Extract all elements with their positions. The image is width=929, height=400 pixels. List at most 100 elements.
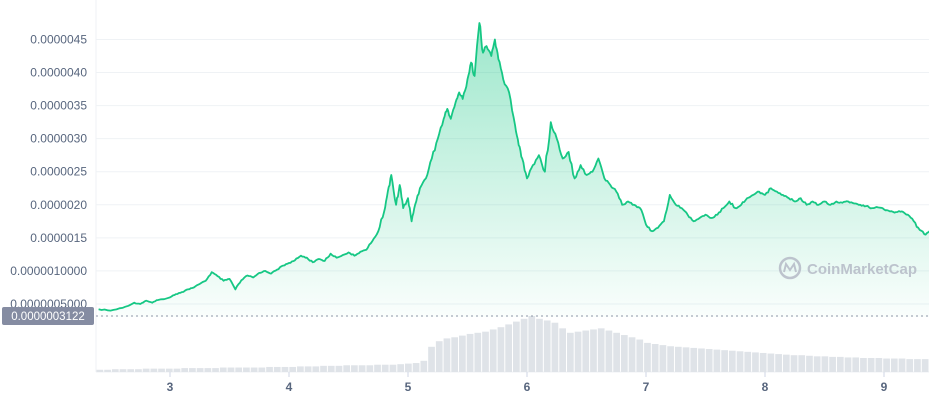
volume-bar: [435, 341, 443, 372]
volume-bar: [883, 358, 890, 372]
volume-bar: [312, 366, 320, 372]
volume-bar: [698, 348, 705, 372]
x-tick-label: 5: [405, 380, 412, 394]
volume-bar: [127, 369, 135, 372]
volume-bar: [736, 351, 744, 372]
volume-bar: [921, 359, 929, 372]
volume-bar: [497, 327, 505, 372]
volume-bar: [297, 366, 304, 372]
volume-bar: [721, 350, 728, 372]
y-tick-label: 0.0000025: [30, 165, 87, 179]
price-area: [98, 22, 929, 317]
volume-bar: [551, 322, 559, 372]
volume-bar: [258, 367, 266, 372]
volume-bar: [150, 368, 158, 372]
volume-bar: [728, 350, 736, 372]
coinmarketcap-watermark: CoinMarketCap: [778, 256, 917, 280]
volume-bar: [813, 356, 821, 372]
volume-bar: [119, 369, 127, 372]
volume-bar: [451, 337, 459, 372]
volume-bar: [860, 358, 867, 372]
volume-bar: [690, 347, 698, 372]
volume-bar: [782, 354, 790, 372]
volume-bar: [482, 331, 489, 372]
volume-bar: [806, 355, 813, 372]
volume-bar: [173, 368, 181, 372]
y-tick-label: 0.0000035: [30, 99, 87, 113]
volume-bar: [374, 364, 381, 372]
y-tick-label: 0.0000040: [30, 66, 87, 80]
volume-bar: [713, 349, 721, 372]
volume-bar: [505, 324, 512, 372]
volume-bar: [667, 346, 674, 372]
volume-bar: [775, 354, 782, 372]
volume-bars: [96, 316, 929, 372]
volume-bar: [351, 365, 358, 372]
volume-bar: [829, 356, 836, 372]
coinmarketcap-logo-icon: [778, 256, 802, 280]
volume-bar: [250, 367, 258, 372]
volume-bar: [104, 369, 111, 372]
price-line: [98, 22, 929, 312]
volume-bar: [705, 349, 713, 372]
volume-bar: [644, 342, 651, 372]
x-tick-label: 6: [524, 380, 531, 394]
volume-bar: [459, 335, 466, 372]
volume-bar: [389, 364, 397, 372]
volume-bar: [536, 318, 543, 372]
current-price-label: 0.0000003122: [11, 311, 85, 323]
volume-bar: [628, 337, 636, 372]
volume-bar: [343, 365, 351, 372]
volume-bar: [165, 368, 173, 372]
volume-bar: [111, 369, 119, 372]
volume-bar: [890, 358, 898, 372]
volume-bar: [821, 356, 829, 372]
volume-bar: [620, 335, 628, 372]
volume-bar: [266, 366, 273, 372]
volume-bar: [428, 346, 435, 372]
volume-bar: [752, 352, 759, 372]
volume-bar: [836, 356, 844, 372]
volume-bar: [674, 346, 682, 372]
volume-bar: [281, 366, 289, 372]
volume-bar: [582, 330, 590, 372]
volume-bar: [289, 366, 297, 372]
volume-bar: [366, 365, 374, 372]
y-axis-tick-labels: 0.00000050000.00000100000.00000150.00000…: [10, 33, 87, 311]
x-tick-label: 3: [167, 380, 174, 394]
x-axis-tick-labels: 3 4 5 6 7 8 9: [167, 372, 888, 394]
volume-bar: [852, 357, 860, 372]
volume-bar: [420, 360, 428, 372]
volume-bar: [898, 358, 906, 372]
volume-bar: [513, 321, 520, 372]
volume-bar: [543, 320, 551, 372]
volume-bar: [142, 368, 150, 372]
volume-bar: [443, 338, 451, 372]
volume-bar: [381, 364, 389, 372]
volume-bar: [235, 367, 243, 372]
volume-bar: [613, 332, 620, 372]
y-tick-label: 0.0000020: [30, 198, 87, 212]
volume-bar: [844, 357, 852, 372]
volume-bar: [875, 358, 883, 372]
x-tick-label: 8: [762, 380, 769, 394]
volume-bar: [474, 332, 482, 372]
x-tick-label: 7: [643, 380, 650, 394]
volume-bar: [605, 330, 613, 372]
volume-bar: [405, 363, 412, 372]
volume-bar: [744, 351, 752, 372]
volume-bar: [212, 368, 219, 372]
y-tick-label: 0.0000045: [30, 33, 87, 47]
volume-bar: [528, 316, 536, 372]
volume-bar: [759, 352, 767, 372]
volume-bar: [489, 329, 497, 372]
volume-bar: [273, 366, 281, 372]
x-tick-label: 4: [286, 380, 293, 394]
volume-bar: [243, 367, 250, 372]
volume-bar: [304, 366, 312, 372]
volume-bar: [227, 367, 235, 372]
volume-bar: [520, 318, 528, 372]
volume-bar: [219, 367, 227, 372]
